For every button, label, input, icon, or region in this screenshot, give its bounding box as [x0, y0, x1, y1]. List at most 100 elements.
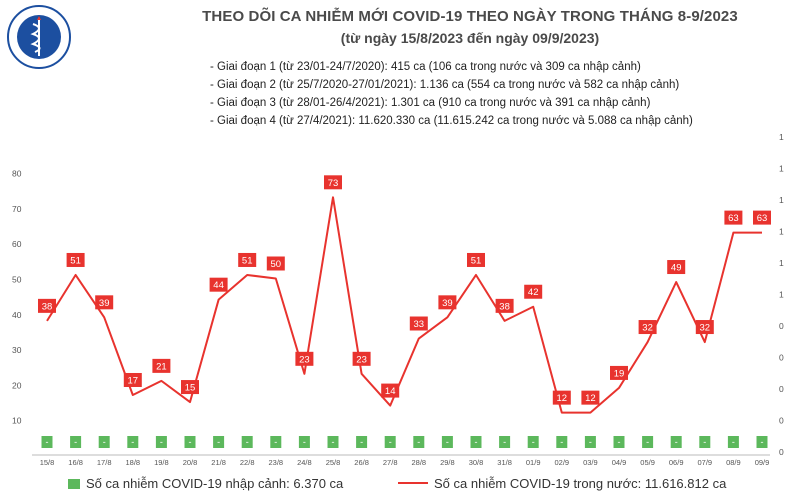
import-bar-label: - [417, 437, 420, 447]
x-tick-label: 09/9 [755, 458, 770, 467]
import-bar-label: - [475, 437, 478, 447]
import-bar-label: - [274, 437, 277, 447]
x-tick-label: 23/8 [268, 458, 283, 467]
phase-note: - Giai đoạn 4 (từ 27/4/2021): 11.620.330… [210, 115, 693, 127]
import-bar [70, 436, 82, 448]
data-label-box [753, 210, 771, 225]
import-bar [241, 436, 253, 448]
x-tick-label: 08/9 [726, 458, 741, 467]
x-tick-label: 16/8 [68, 458, 83, 467]
import-bar [356, 436, 368, 448]
import-bar-label: - [732, 437, 735, 447]
y-left-tick-label: 80 [12, 169, 22, 179]
data-label-box [667, 260, 686, 275]
import-bar-label: - [646, 437, 649, 447]
data-label: 51 [471, 255, 482, 266]
import-bar-label: - [446, 437, 449, 447]
x-tick-label: 19/8 [154, 458, 169, 467]
x-tick-label: 05/9 [640, 458, 655, 467]
chart-title: THEO DÕI CA NHIỄM MỚI COVID-19 THEO NGÀY… [202, 8, 738, 25]
import-bar-label: - [560, 437, 563, 447]
data-label: 15 [185, 383, 196, 394]
import-bar [499, 436, 511, 448]
import-bar-label: - [217, 437, 220, 447]
y-left-tick-label: 30 [12, 345, 22, 355]
ministry-of-health-logo [7, 5, 71, 69]
x-tick-label: 21/8 [211, 458, 226, 467]
data-label: 50 [271, 259, 282, 270]
import-bar-label: - [131, 437, 134, 447]
data-label-box [524, 284, 543, 299]
x-tick-label: 25/8 [326, 458, 341, 467]
import-bar [155, 436, 167, 448]
data-label-box [352, 351, 371, 366]
data-label-box [495, 298, 514, 313]
import-bar-label: - [703, 437, 706, 447]
import-bar-label: - [761, 437, 764, 447]
x-tick-label: 24/8 [297, 458, 312, 467]
data-label: 39 [442, 298, 453, 309]
legend: Số ca nhiễm COVID-19 nhập cảnh: 6.370 ca… [0, 472, 800, 496]
import-bar [699, 436, 711, 448]
x-tick-label: 22/8 [240, 458, 255, 467]
import-bar [98, 436, 110, 448]
import-bar-label: - [189, 437, 192, 447]
y-right-tick-label: 1 [779, 164, 784, 174]
import-bar-label: - [675, 437, 678, 447]
x-tick-label: 29/8 [440, 458, 455, 467]
x-tick-label: 06/9 [669, 458, 684, 467]
data-label-box [95, 295, 114, 310]
data-label-box [409, 316, 428, 331]
data-label: 21 [156, 361, 167, 372]
x-tick-label: 03/9 [583, 458, 598, 467]
x-tick-label: 04/9 [612, 458, 627, 467]
data-label: 32 [642, 323, 653, 334]
y-left-tick-label: 40 [12, 310, 22, 320]
import-bar-label: - [46, 437, 49, 447]
y-right-tick-label: 1 [779, 227, 784, 237]
import-bar [613, 436, 625, 448]
x-tick-label: 17/8 [97, 458, 112, 467]
y-right-tick-label: 1 [779, 290, 784, 300]
x-tick-label: 07/9 [697, 458, 712, 467]
data-label: 39 [99, 298, 110, 309]
x-tick-label: 20/8 [183, 458, 198, 467]
y-left-tick-label: 60 [12, 239, 22, 249]
y-right-tick-label: 0 [779, 353, 784, 363]
data-label-box [152, 358, 171, 373]
data-label: 12 [585, 393, 596, 404]
data-label-box [238, 252, 257, 267]
data-label-box [467, 252, 485, 267]
y-left-tick-label: 70 [12, 204, 22, 214]
y-left-tick-label: 20 [12, 380, 22, 390]
data-label-box [724, 210, 743, 225]
data-label: 23 [299, 354, 310, 365]
import-bar [298, 436, 310, 448]
data-label-box [66, 252, 85, 267]
data-label-box [552, 390, 571, 405]
data-label-box [295, 351, 314, 366]
data-label-box [581, 390, 600, 405]
import-bar [184, 436, 196, 448]
x-tick-label: 26/8 [354, 458, 369, 467]
import-bar [727, 436, 739, 448]
import-bar-label: - [103, 437, 106, 447]
y-right-tick-label: 1 [779, 132, 784, 142]
data-label: 42 [528, 287, 539, 298]
import-bar-label: - [532, 437, 535, 447]
data-label: 63 [728, 213, 739, 224]
y-right-tick-label: 0 [779, 321, 784, 331]
import-bar [584, 436, 596, 448]
data-label-box [209, 277, 228, 292]
domestic-cases-line [46, 196, 762, 414]
legend-label-domestic: Số ca nhiễm COVID-19 trong nước: 11.616.… [434, 476, 727, 491]
data-label: 49 [671, 263, 682, 274]
x-tick-label: 30/8 [469, 458, 484, 467]
x-tick-label: 28/8 [411, 458, 426, 467]
legend-item-domestic: Số ca nhiễm COVID-19 trong nước: 11.616.… [398, 476, 726, 491]
import-bar-label: - [160, 437, 163, 447]
x-tick-label: 02/9 [554, 458, 569, 467]
data-label: 38 [499, 301, 510, 312]
data-label-box [438, 295, 457, 310]
covid-cases-chart: 102030405060708011111100000-15/8-16/8-17… [12, 132, 784, 467]
